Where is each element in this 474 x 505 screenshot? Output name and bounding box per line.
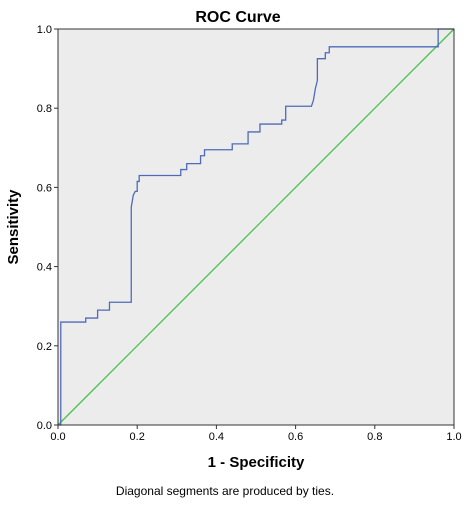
chart-title: ROC Curve (195, 9, 280, 26)
axis-ticks: 0.0 0.2 0.4 0.6 0.8 1.0 0.0 0.2 0.4 0.6 0.8 1.0 (37, 24, 462, 443)
roc-curve-line (58, 28, 454, 426)
chart-footnote: Diagonal segments are produced by ties. (116, 484, 334, 498)
y-tick-label: 0.2 (37, 341, 52, 353)
x-tick-label: 0.8 (367, 431, 382, 443)
x-tick-label: 0.2 (130, 431, 145, 443)
y-tick-label: 0.8 (37, 103, 52, 115)
x-tick-label: 0.4 (209, 431, 224, 443)
y-tick-label: 0.0 (37, 420, 52, 432)
series-layer (57, 28, 455, 426)
x-axis-label: 1 - Specificity (208, 454, 305, 471)
y-axis-label: Sensitivity (5, 189, 22, 265)
y-tick-label: 0.6 (37, 182, 52, 194)
y-tick-label: 0.4 (37, 262, 52, 274)
reference-line (57, 28, 455, 426)
x-tick-label: 1.0 (446, 431, 461, 443)
y-tick-label: 1.0 (37, 24, 52, 36)
plot-frame (57, 28, 455, 426)
x-tick-label: 0.6 (288, 431, 303, 443)
x-tick-label: 0.0 (50, 431, 65, 443)
